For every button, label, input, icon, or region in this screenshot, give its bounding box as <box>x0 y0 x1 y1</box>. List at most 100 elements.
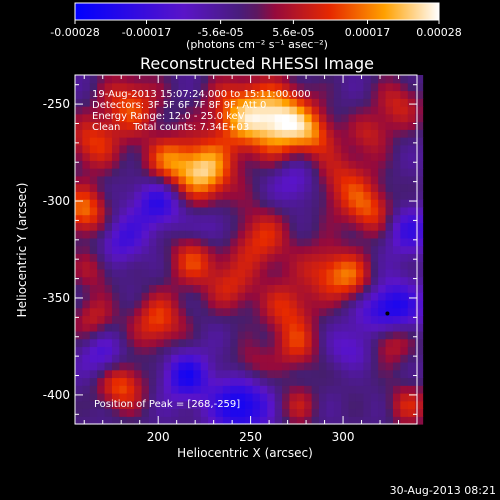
heatmap-cell <box>311 183 320 192</box>
heatmap-cell <box>163 346 172 355</box>
heatmap-cell <box>178 152 187 161</box>
heatmap-cell <box>141 268 150 278</box>
heatmap-cell <box>185 268 194 278</box>
heatmap-cell <box>274 137 283 146</box>
heatmap-cell <box>385 307 394 317</box>
heatmap-cell <box>370 253 379 262</box>
heatmap-cell <box>171 106 180 115</box>
heatmap-cell <box>215 261 224 270</box>
heatmap-cell <box>274 160 283 169</box>
heatmap-cell <box>259 144 268 154</box>
heatmap-cell <box>156 315 165 324</box>
heatmap-cell <box>267 106 276 115</box>
heatmap-cell <box>407 338 416 348</box>
heatmap-cell <box>148 276 157 285</box>
heatmap-cell <box>311 113 320 123</box>
heatmap-cell <box>134 237 143 247</box>
heatmap-cell <box>185 175 194 185</box>
heatmap-cell <box>215 137 224 146</box>
heatmap-cell <box>111 245 120 254</box>
heatmap-cell <box>333 82 342 92</box>
heatmap-cell <box>370 191 379 200</box>
heatmap-cell <box>267 183 276 192</box>
heatmap-cell <box>385 245 394 254</box>
heatmap-cell <box>178 129 187 138</box>
heatmap-cell <box>326 168 335 177</box>
heatmap-cell <box>400 346 409 355</box>
heatmap-cell <box>82 75 91 84</box>
heatmap-cell <box>171 113 180 123</box>
heatmap-cell <box>378 354 387 363</box>
heatmap-cell <box>370 416 379 425</box>
heatmap-cell <box>400 354 409 363</box>
heatmap-cell <box>193 323 202 332</box>
heatmap-cell <box>400 183 409 192</box>
heatmap-cell <box>392 214 401 223</box>
heatmap-cell <box>319 377 328 386</box>
heatmap-cell <box>126 315 135 324</box>
heatmap-cell <box>193 385 202 394</box>
heatmap-cell <box>193 75 202 84</box>
heatmap-cell <box>259 113 268 123</box>
heatmap-cell <box>178 416 187 425</box>
heatmap-cell <box>82 315 91 324</box>
heatmap-cell <box>252 144 261 154</box>
heatmap-cell <box>326 354 335 363</box>
heatmap-cell <box>156 307 165 317</box>
heatmap-cell <box>319 75 328 84</box>
heatmap-cell <box>126 354 135 363</box>
heatmap-cell <box>311 75 320 84</box>
heatmap-cell <box>156 299 165 309</box>
heatmap-cell <box>304 292 313 301</box>
heatmap-cell <box>282 199 291 208</box>
heatmap-cell <box>289 392 298 402</box>
heatmap-cell <box>215 323 224 332</box>
heatmap-cell <box>200 400 209 410</box>
heatmap-cell <box>259 346 268 355</box>
heatmap-cell <box>400 82 409 92</box>
heatmap-cell <box>178 168 187 177</box>
heatmap-cell <box>341 113 350 123</box>
heatmap-cell <box>148 191 157 200</box>
heatmap-cell <box>200 214 209 223</box>
annotation-energy: Energy Range: 12.0 - 25.0 keV <box>92 111 245 122</box>
heatmap-cell <box>267 90 276 99</box>
heatmap-cell <box>415 98 424 107</box>
heatmap-cell <box>267 199 276 208</box>
heatmap-cell <box>178 90 187 99</box>
heatmap-cell <box>208 361 217 371</box>
heatmap-cell <box>274 400 283 410</box>
heatmap-cell <box>267 75 276 84</box>
heatmap-cell <box>126 377 135 386</box>
heatmap-cell <box>163 121 172 130</box>
heatmap-cell <box>222 330 231 340</box>
heatmap-cell <box>407 144 416 154</box>
heatmap-cell <box>319 113 328 123</box>
heatmap-cell <box>355 253 364 262</box>
heatmap-cell <box>119 377 128 386</box>
heatmap-cell <box>156 385 165 394</box>
heatmap-cell <box>163 377 172 386</box>
heatmap-cell <box>141 144 150 154</box>
heatmap-cell <box>82 299 91 309</box>
heatmap-cell <box>407 230 416 239</box>
heatmap-cell <box>282 323 291 332</box>
heatmap-cell <box>75 121 83 130</box>
heatmap-cell <box>252 284 261 293</box>
heatmap-cell <box>134 129 143 138</box>
heatmap-cell <box>200 323 209 332</box>
heatmap-cell <box>111 121 120 130</box>
heatmap-cell <box>237 315 246 324</box>
heatmap-cell <box>282 299 291 309</box>
heatmap-cell <box>333 268 342 278</box>
heatmap-cell <box>407 292 416 301</box>
heatmap-cell <box>370 284 379 293</box>
heatmap-cell <box>193 315 202 324</box>
heatmap-cell <box>230 160 239 169</box>
heatmap-cell <box>126 199 135 208</box>
heatmap-cell <box>296 268 305 278</box>
heatmap-cell <box>245 369 254 379</box>
heatmap-cell <box>119 199 128 208</box>
heatmap-cell <box>341 106 350 115</box>
heatmap-cell <box>252 268 261 278</box>
